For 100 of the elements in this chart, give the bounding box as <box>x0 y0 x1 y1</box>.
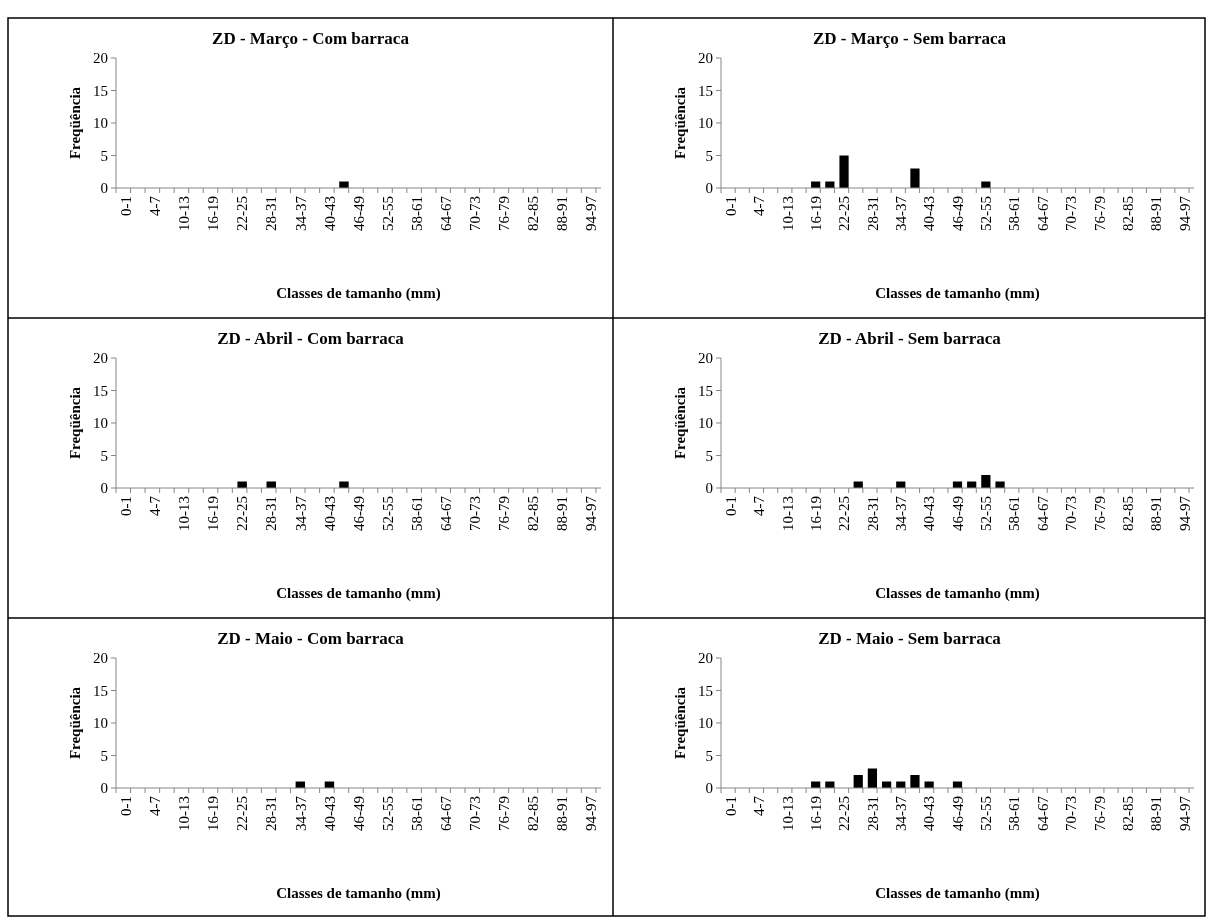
x-tick-label: 82-85 <box>525 796 542 831</box>
x-tick-label: 10-13 <box>779 796 796 831</box>
x-tick-label: 52-55 <box>978 496 995 531</box>
x-tick-label: 58-61 <box>1006 496 1023 531</box>
y-tick-label: 15 <box>93 382 108 399</box>
x-tick-label: 58-61 <box>408 496 425 531</box>
x-tick-label: 58-61 <box>1006 796 1023 831</box>
x-tick-label: 16-19 <box>807 196 824 231</box>
x-tick-label: 28-31 <box>263 796 280 831</box>
x-tick-label: 46-49 <box>949 496 966 531</box>
x-tick-label: 16-19 <box>205 496 222 531</box>
x-tick-label: 52-55 <box>379 496 396 531</box>
y-tick-label: 5 <box>100 747 108 764</box>
x-axis-title: Classes de tamanho (mm) <box>875 585 1040 602</box>
y-tick-label: 0 <box>100 780 108 797</box>
x-tick-label: 0-1 <box>722 496 739 516</box>
x-tick-label: 88-91 <box>554 796 571 831</box>
y-tick-label: 15 <box>698 82 713 99</box>
y-axis-title: Freqüência <box>67 686 83 760</box>
y-tick-label: 5 <box>705 447 713 464</box>
y-axis-title: Freqüência <box>672 86 688 160</box>
x-tick-label: 88-91 <box>554 196 571 231</box>
chart-title: ZD - Abril - Com barraca <box>217 329 405 348</box>
bar <box>853 775 863 788</box>
x-tick-label: 46-49 <box>350 196 367 231</box>
x-tick-label: 58-61 <box>1006 196 1023 231</box>
x-tick-label: 70-73 <box>467 196 484 231</box>
x-axis-title: Classes de tamanho (mm) <box>875 885 1040 902</box>
x-tick-label: 0-1 <box>722 796 739 816</box>
y-axis-title: Freqüência <box>672 386 688 460</box>
x-tick-label: 22-25 <box>836 796 853 831</box>
chart-title: ZD - Abril - Sem barraca <box>818 329 1002 348</box>
x-tick-label: 64-67 <box>438 495 455 531</box>
x-tick-label: 10-13 <box>779 196 796 231</box>
x-tick-label: 40-43 <box>321 196 338 231</box>
x-tick-label: 46-49 <box>949 196 966 231</box>
y-tick-label: 10 <box>93 415 108 432</box>
x-tick-label: 40-43 <box>321 796 338 831</box>
x-tick-label: 46-49 <box>350 796 367 831</box>
x-tick-label: 88-91 <box>1148 496 1165 531</box>
y-tick-label: 0 <box>100 480 108 497</box>
x-tick-label: 64-67 <box>1034 195 1051 231</box>
x-tick-label: 16-19 <box>205 796 222 831</box>
x-tick-label: 82-85 <box>1119 496 1136 531</box>
x-tick-label: 34-37 <box>893 195 910 231</box>
x-tick-label: 94-97 <box>1176 195 1193 231</box>
x-tick-label: 22-25 <box>836 496 853 531</box>
x-tick-label: 76-79 <box>1091 796 1108 831</box>
y-tick-label: 10 <box>93 115 108 132</box>
y-tick-label: 20 <box>93 650 108 667</box>
x-tick-label: 94-97 <box>1176 495 1193 531</box>
x-tick-label: 88-91 <box>1148 796 1165 831</box>
y-tick-label: 15 <box>698 682 713 699</box>
y-axis-title: Freqüência <box>67 86 83 160</box>
y-tick-label: 15 <box>698 382 713 399</box>
x-tick-label: 28-31 <box>864 196 881 231</box>
x-tick-label: 88-91 <box>554 496 571 531</box>
x-axis-title: Classes de tamanho (mm) <box>276 585 441 602</box>
x-tick-label: 58-61 <box>408 796 425 831</box>
y-tick-label: 0 <box>100 180 108 197</box>
x-tick-label: 70-73 <box>467 496 484 531</box>
x-tick-label: 0-1 <box>722 196 739 216</box>
x-tick-label: 52-55 <box>379 196 396 231</box>
y-tick-label: 20 <box>698 50 713 67</box>
y-tick-label: 0 <box>705 780 713 797</box>
x-tick-label: 70-73 <box>1063 196 1080 231</box>
x-tick-label: 70-73 <box>467 796 484 831</box>
x-tick-label: 76-79 <box>1091 196 1108 231</box>
x-tick-label: 22-25 <box>234 196 251 231</box>
x-tick-label: 16-19 <box>807 496 824 531</box>
x-tick-label: 10-13 <box>779 496 796 531</box>
x-tick-label: 46-49 <box>350 496 367 531</box>
y-tick-label: 15 <box>93 82 108 99</box>
x-tick-label: 40-43 <box>921 496 938 531</box>
y-tick-label: 5 <box>705 147 713 164</box>
x-tick-label: 82-85 <box>525 196 542 231</box>
y-axis-title: Freqüência <box>672 686 688 760</box>
x-tick-label: 70-73 <box>1063 496 1080 531</box>
x-tick-label: 76-79 <box>1091 496 1108 531</box>
x-tick-label: 76-79 <box>496 496 513 531</box>
y-tick-label: 20 <box>698 350 713 367</box>
x-tick-label: 52-55 <box>978 796 995 831</box>
x-tick-label: 10-13 <box>176 196 193 231</box>
x-tick-label: 22-25 <box>836 196 853 231</box>
x-tick-label: 4-7 <box>751 795 768 816</box>
chart-title: ZD - Maio - Com barraca <box>217 629 405 648</box>
y-tick-label: 10 <box>93 715 108 732</box>
x-tick-label: 76-79 <box>496 796 513 831</box>
x-tick-label: 28-31 <box>864 796 881 831</box>
x-tick-label: 10-13 <box>176 796 193 831</box>
x-tick-label: 22-25 <box>234 496 251 531</box>
x-tick-label: 22-25 <box>234 796 251 831</box>
x-tick-label: 4-7 <box>751 495 768 516</box>
x-tick-label: 0-1 <box>118 196 135 216</box>
x-tick-label: 34-37 <box>893 795 910 831</box>
x-tick-label: 34-37 <box>292 195 309 231</box>
x-tick-label: 94-97 <box>583 195 600 231</box>
x-axis-title: Classes de tamanho (mm) <box>276 885 441 902</box>
x-axis-title: Classes de tamanho (mm) <box>276 285 441 302</box>
y-tick-label: 15 <box>93 682 108 699</box>
